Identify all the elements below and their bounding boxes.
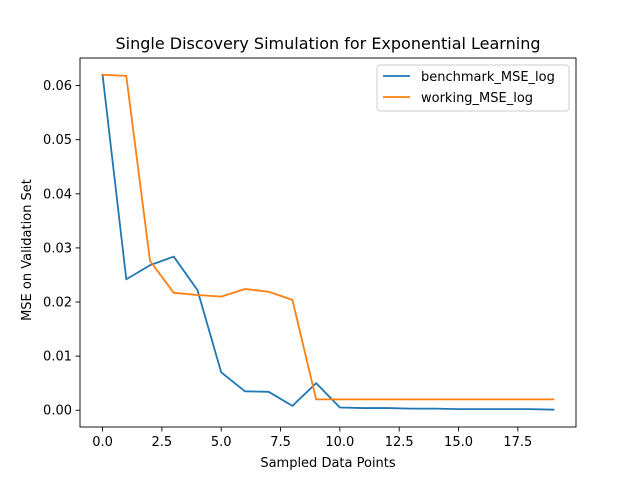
y-tick-label: 0.00 (43, 404, 72, 419)
x-tick-label: 10.0 (325, 435, 354, 450)
legend: benchmark_MSE_log working_MSE_log (376, 64, 570, 112)
x-tick-label: 17.5 (503, 435, 532, 450)
legend-label: working_MSE_log (421, 91, 533, 106)
y-tick-label: 0.02 (43, 296, 72, 311)
x-tick-label: 7.5 (270, 435, 291, 450)
x-tick-label: 5.0 (211, 435, 232, 450)
x-tick-label: 12.5 (385, 435, 414, 450)
x-axis-label: Sampled Data Points (260, 456, 396, 471)
y-tick-label: 0.01 (43, 350, 72, 365)
y-tick-label: 0.04 (43, 187, 72, 202)
x-tick-label: 15.0 (444, 435, 473, 450)
series-line-benchmark_MSE_log (101, 73, 555, 411)
y-tick-label: 0.05 (43, 133, 72, 148)
legend-box (376, 64, 570, 112)
legend-label: benchmark_MSE_log (421, 70, 555, 85)
plot-area: 0.0 2.5 5.0 7.5 10.0 12.5 15.0 17.5 0.00 0.01 0.02… (43, 57, 577, 450)
y-tick-label: 0.06 (43, 79, 72, 94)
x-tick-label: 0.0 (92, 435, 113, 450)
chart-title: Single Discovery Simulation for Exponent… (116, 34, 541, 53)
x-tick-label: 2.5 (152, 435, 173, 450)
y-axis-label: MSE on Validation Set (20, 179, 35, 321)
axes-frame (79, 57, 577, 428)
y-tick-label: 0.03 (43, 241, 72, 256)
series-line-working_MSE_log (101, 73, 555, 401)
